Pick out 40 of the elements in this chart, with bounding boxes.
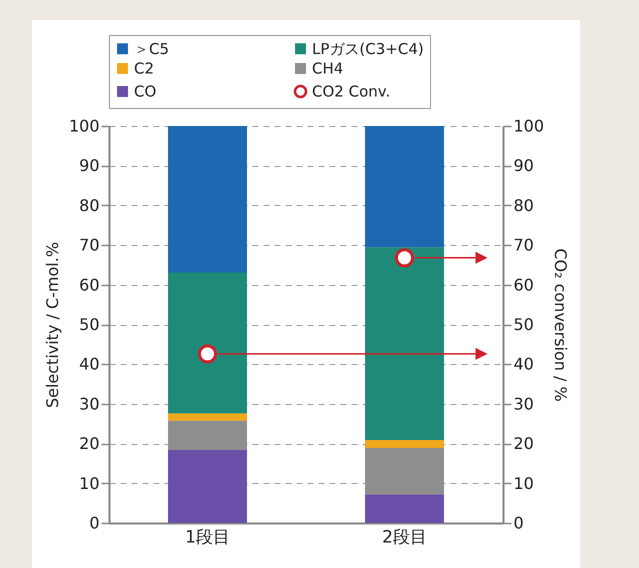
y2-tick-label: 70 (514, 236, 534, 255)
y-tick-label: 80 (79, 196, 100, 215)
y-tick-label: 10 (79, 474, 100, 493)
y2-tick-label: 80 (514, 196, 534, 215)
y-tick-label: 70 (79, 236, 100, 255)
legend-label: LPガス(C3+C4) (312, 40, 424, 58)
y-tick-label: 90 (79, 156, 100, 176)
bar (168, 126, 247, 272)
y2-tick-label: 40 (514, 354, 534, 374)
y-tick-label: 0 (89, 514, 100, 532)
bar (365, 440, 444, 448)
y2-tick-label: 10 (514, 474, 534, 493)
y-tick-label: 100 (68, 116, 100, 136)
legend-label: CO (134, 82, 156, 100)
y2-tick-label: 0 (514, 514, 524, 532)
x-tick-label: 1段目 (185, 528, 230, 548)
y2-axis-title: CO₂ conversion / % (551, 248, 570, 402)
y2-tick-label: 50 (514, 315, 534, 334)
y2-tick-label: 100 (514, 116, 544, 136)
bar (365, 247, 444, 440)
y2-tick-label: 30 (514, 394, 534, 414)
legend-label: CO2 Conv. (312, 82, 390, 100)
y-axis-title: Selectivity / C-mol.% (42, 242, 62, 408)
bar (365, 494, 444, 523)
bar (365, 126, 444, 248)
legend-label: ＞C5 (134, 40, 170, 58)
y-tick-label: 60 (79, 275, 100, 294)
bar (168, 272, 247, 414)
bar (168, 450, 247, 523)
y-tick-label: 40 (79, 354, 100, 374)
y-tick-label: 30 (79, 394, 100, 414)
y2-tick-label: 90 (514, 156, 534, 176)
y-tick-label: 50 (79, 315, 100, 334)
y-tick-label: 20 (79, 434, 100, 454)
bar (168, 413, 247, 421)
legend-label: CH4 (312, 60, 344, 78)
y2-tick-label: 60 (514, 275, 534, 294)
legend-label: C2 (134, 60, 154, 78)
y2-tick-label: 20 (514, 434, 534, 454)
x-tick-label: 2段目 (382, 528, 427, 548)
